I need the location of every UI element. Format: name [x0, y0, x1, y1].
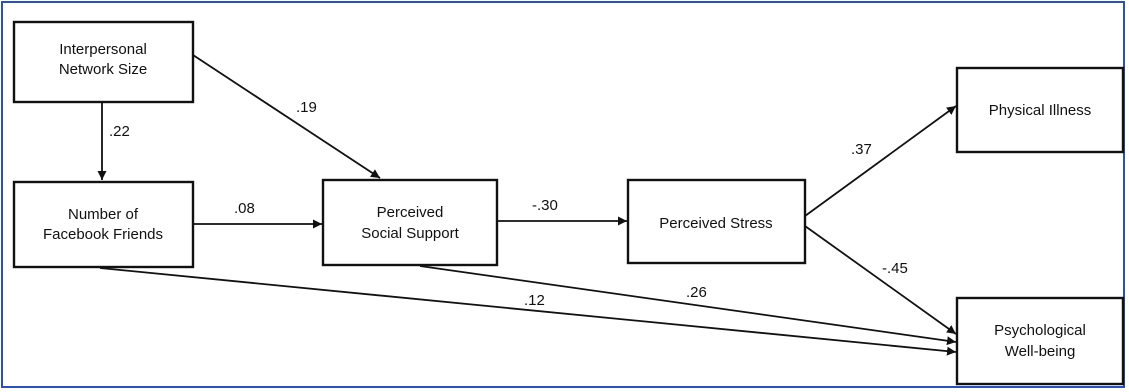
coef-support-to-wellbeing: .26: [686, 284, 707, 301]
coef-friends-to-support: .08: [234, 200, 255, 217]
edge-friends-to-wellbeing: [99, 267, 957, 356]
node-stress-line1: Perceived Stress: [659, 215, 772, 232]
node-wellbeing: Psychological Well-being: [955, 296, 1125, 386]
node-social-support-line1: Perceived: [377, 204, 444, 221]
coef-support-to-stress: -.30: [532, 197, 558, 214]
coef-friends-to-wellbeing: .12: [524, 292, 545, 309]
coef-network-to-friends: .22: [109, 123, 130, 140]
coef-stress-to-wellbeing: -.45: [882, 260, 908, 277]
node-network-size-line2: Network Size: [59, 61, 147, 78]
node-network-size-line1: Interpersonal: [59, 41, 147, 58]
node-wellbeing-line2: Well-being: [1005, 343, 1076, 360]
node-facebook-friends-line1: Number of: [68, 206, 139, 223]
edge-network-to-support: [192, 54, 381, 179]
node-illness: Physical Illness: [955, 66, 1125, 154]
coef-network-to-support: .19: [296, 99, 317, 116]
node-social-support-line2: Social Support: [361, 225, 459, 242]
node-illness-line1: Physical Illness: [989, 102, 1092, 119]
node-stress: Perceived Stress: [626, 178, 807, 265]
node-facebook-friends: Number of Facebook Friends: [12, 180, 195, 269]
node-wellbeing-line1: Psychological: [994, 322, 1086, 339]
edge-support-to-wellbeing: [419, 265, 957, 346]
edge-stress-to-wellbeing: [804, 225, 957, 335]
edge-stress-to-illness: [804, 105, 957, 217]
node-facebook-friends-line2: Facebook Friends: [43, 226, 163, 243]
coef-stress-to-illness: .37: [851, 141, 872, 158]
node-social-support: Perceived Social Support: [321, 178, 499, 267]
node-network-size: Interpersonal Network Size: [12, 20, 195, 104]
